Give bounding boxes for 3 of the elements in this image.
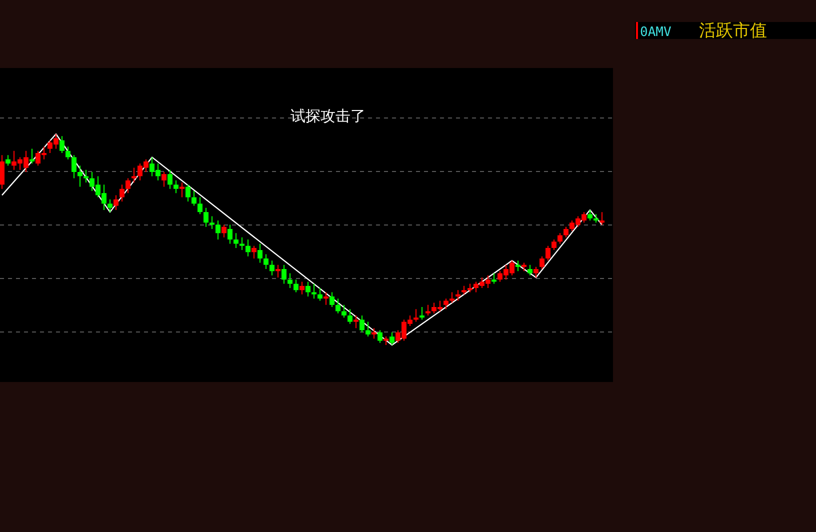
text: 活跃市值 — [699, 21, 767, 40]
chart-title: 试探攻击了 — [290, 107, 366, 125]
text: 0AMV — [640, 25, 672, 40]
